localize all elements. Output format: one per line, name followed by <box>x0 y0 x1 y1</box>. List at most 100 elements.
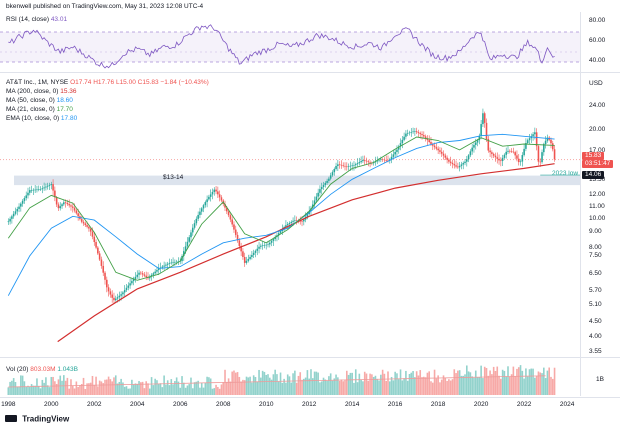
rsi-legend[interactable]: RSI (14, close) 43.01 <box>6 16 67 24</box>
candle-body <box>123 290 126 293</box>
volume-bar <box>84 388 87 395</box>
volume-bar <box>204 382 207 395</box>
candle-body <box>134 276 137 279</box>
volume-bar <box>66 377 69 395</box>
volume-bar <box>288 376 291 395</box>
candle-body <box>328 178 330 181</box>
volume-bar <box>97 386 99 395</box>
volume-bar <box>258 369 260 395</box>
candle-body <box>154 271 156 274</box>
candle-body <box>356 163 359 165</box>
candle-body <box>279 231 282 234</box>
candle-body <box>342 165 345 167</box>
candle-body <box>220 197 223 201</box>
candle-body <box>335 165 337 170</box>
price-axis[interactable] <box>580 12 620 396</box>
candle-body <box>136 274 139 277</box>
candle-body <box>346 166 348 168</box>
volume-bar <box>466 365 468 395</box>
volume-bar <box>550 376 552 395</box>
volume-legend[interactable]: Vol (20) 803.03M 1.043B <box>6 366 78 374</box>
pane-divider[interactable] <box>0 357 620 358</box>
volume-bar <box>217 386 219 395</box>
volume-bar <box>512 366 515 395</box>
tradingview-logo[interactable]: TradingView <box>5 414 69 423</box>
volume-tick: 1B <box>596 376 604 383</box>
candle-body <box>394 151 396 155</box>
candle-body <box>224 203 226 208</box>
volume-bar <box>440 379 443 395</box>
candle-body <box>28 190 31 193</box>
candle-body <box>23 198 26 201</box>
volume-bar <box>222 382 225 395</box>
indicator-legend-ma200[interactable]: MA (200, close, 0) 15.36 <box>6 88 76 96</box>
indicator-legend-ma50[interactable]: MA (50, close, 0) 18.60 <box>6 97 73 105</box>
indicator-legend-ema10[interactable]: EMA (10, close, 0) 17.80 <box>6 115 77 123</box>
volume-bar <box>396 373 398 395</box>
volume-bar <box>193 382 196 395</box>
volume-bar <box>195 381 198 395</box>
volume-bar <box>457 370 459 395</box>
price-tick: 11.00 <box>589 202 605 210</box>
volume-bar <box>360 380 362 395</box>
volume-bar <box>220 384 223 395</box>
volume-bar <box>166 380 169 395</box>
candle-body <box>204 202 207 206</box>
candle-body <box>54 190 56 198</box>
candle-body <box>387 160 389 161</box>
candle-body <box>455 165 457 167</box>
volume-bar <box>535 375 538 395</box>
volume-bar <box>489 370 491 395</box>
candle-body <box>18 206 20 209</box>
candle-body <box>234 229 237 235</box>
candle-body <box>471 147 473 152</box>
candle-body <box>286 224 289 226</box>
volume-bar <box>308 378 310 395</box>
volume-bar <box>28 386 31 395</box>
volume-bar <box>190 377 192 395</box>
volume-bar <box>342 381 345 395</box>
volume-bar <box>317 372 319 395</box>
volume-bar <box>417 375 420 395</box>
volume-bar <box>304 377 307 395</box>
volume-bar <box>276 374 278 395</box>
candle-body <box>324 182 327 185</box>
volume-bar <box>430 381 432 395</box>
price-tick: 5.70 <box>589 287 602 295</box>
volume-bar <box>268 377 271 395</box>
volume-bar <box>39 388 42 395</box>
indicator-legend-ma21[interactable]: MA (21, close, 0) 17.70 <box>6 106 73 114</box>
candle-body <box>315 196 318 201</box>
price-tick: 8.00 <box>589 243 602 251</box>
volume-bar <box>437 375 439 395</box>
volume-bar <box>141 381 144 395</box>
volume-bar <box>236 372 239 395</box>
candle-body <box>396 149 398 152</box>
last-price-box: 15.83 <box>582 152 605 160</box>
pane-divider[interactable] <box>0 72 620 73</box>
candle-body <box>451 162 454 165</box>
volume-bar <box>140 382 142 395</box>
volume-bar <box>89 382 92 395</box>
volume-bar <box>297 375 300 395</box>
volume-bar <box>474 370 477 395</box>
time-axis-divider <box>0 397 620 398</box>
candle-body <box>446 157 448 160</box>
volume-bar <box>471 376 473 395</box>
volume-bar <box>80 384 83 395</box>
volume-bar <box>381 369 384 395</box>
volume-bar <box>79 385 81 395</box>
rsi-label: RSI (14, close) <box>6 16 49 23</box>
volume-bar <box>310 369 312 395</box>
volume-bar <box>30 384 33 395</box>
symbol-legend[interactable]: AT&T Inc., 1M, NYSE O17.74 H17.76 L15.00… <box>6 79 209 87</box>
volume-bar <box>480 365 482 395</box>
volume-bar <box>159 383 162 395</box>
candle-body <box>238 240 241 246</box>
rsi-tick: 40.00 <box>589 57 606 64</box>
candle-body <box>141 273 144 275</box>
candle-body <box>190 232 192 238</box>
candle-body <box>406 133 409 134</box>
candle-body <box>14 211 17 214</box>
